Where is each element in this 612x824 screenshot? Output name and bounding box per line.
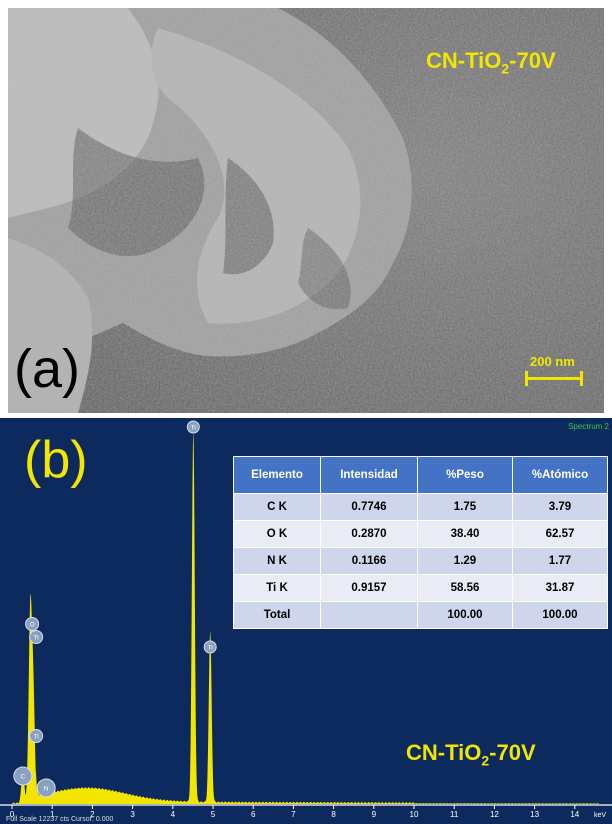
x-tick-label: 6 xyxy=(251,810,256,819)
peak-marker xyxy=(13,766,33,786)
table-cell: 1.77 xyxy=(512,547,608,575)
table-cell: Ti K xyxy=(233,574,321,602)
peak-marker xyxy=(25,617,40,631)
sample-label-b: CN-TiO2-70V xyxy=(406,740,536,769)
x-tick-label: 3 xyxy=(130,810,135,819)
table-cell: 0.7746 xyxy=(320,493,418,521)
x-tick-label: 9 xyxy=(372,810,377,819)
table-cell: 1.29 xyxy=(417,547,513,575)
sem-micrograph xyxy=(8,8,604,413)
sem-image-panel: CN-TiO2-70V (a) 200 nm xyxy=(8,8,604,413)
table-cell: O K xyxy=(233,520,321,548)
table-cell: 1.75 xyxy=(417,493,513,521)
x-tick-label: 13 xyxy=(530,810,539,819)
table-header: %Atómico xyxy=(512,456,608,494)
table-cell: 38.40 xyxy=(417,520,513,548)
peak-marker xyxy=(29,729,44,743)
peak-label: Ti xyxy=(34,635,39,642)
table-header: Intensidad xyxy=(320,456,418,494)
scale-bar-label: 200 nm xyxy=(530,354,575,369)
table-row: Ti K 0.9157 58.56 31.87 xyxy=(233,574,608,602)
table-cell: C K xyxy=(233,493,321,521)
scale-bar xyxy=(525,371,583,386)
table-cell: 0.1166 xyxy=(320,547,418,575)
panel-letter-b: (b) xyxy=(24,431,88,489)
peak-label: C xyxy=(21,774,26,781)
table-header: Elemento xyxy=(233,456,321,494)
peak-label: Ti xyxy=(191,425,196,432)
x-tick-label: 12 xyxy=(490,810,499,819)
peak-marker xyxy=(186,420,200,434)
table-cell: 62.57 xyxy=(512,520,608,548)
x-tick-label: 5 xyxy=(211,810,216,819)
table-header-row: Elemento Intensidad %Peso %Atómico xyxy=(233,456,608,494)
table-row: N K 0.1166 1.29 1.77 xyxy=(233,547,608,575)
peak-marker xyxy=(203,640,217,654)
x-tick-label: 8 xyxy=(331,810,336,819)
x-tick-label: 2 xyxy=(90,810,95,819)
table-cell: 100.00 xyxy=(512,601,608,629)
eds-spectrum-panel: 0 1 2 3 4 5 6 7 8 9 10 11 12 13 14 keV Ti Ti O Ti Ti C N (b) S… xyxy=(0,418,612,824)
x-axis-unit: keV xyxy=(594,812,606,819)
table-cell: 0.2870 xyxy=(320,520,418,548)
table-cell: 100.00 xyxy=(417,601,513,629)
x-tick-label: 4 xyxy=(171,810,176,819)
peak-label: Ti xyxy=(34,734,39,741)
peak-label: O xyxy=(30,622,35,629)
table-header: %Peso xyxy=(417,456,513,494)
table-cell xyxy=(320,601,418,629)
panel-letter-a: (a) xyxy=(14,339,80,399)
spectrum-footer: Full Scale 12237 cts Cursor: 0.000 xyxy=(6,816,114,823)
x-tick-label: 11 xyxy=(450,810,459,819)
table-cell: 3.79 xyxy=(512,493,608,521)
peak-marker xyxy=(36,778,56,798)
table-cell: N K xyxy=(233,547,321,575)
table-cell: 0.9157 xyxy=(320,574,418,602)
x-tick-label: 10 xyxy=(410,810,419,819)
table-cell: 31.87 xyxy=(512,574,608,602)
peak-marker xyxy=(29,630,44,644)
table-cell: Total xyxy=(233,601,321,629)
table-cell: 58.56 xyxy=(417,574,513,602)
eds-composition-table: Elemento Intensidad %Peso %Atómico C K 0… xyxy=(233,456,608,629)
table-row: Total 100.00 100.00 xyxy=(233,601,608,629)
sample-label-a: CN-TiO2-70V xyxy=(426,48,556,77)
x-tick-label: 0 xyxy=(10,810,15,819)
peak-label: Ti xyxy=(208,645,213,652)
x-tick-label: 14 xyxy=(570,810,579,819)
spectrum-title: Spectrum 2 xyxy=(568,422,609,431)
x-tick-label: 1 xyxy=(50,810,55,819)
table-row: O K 0.2870 38.40 62.57 xyxy=(233,520,608,548)
table-row: C K 0.7746 1.75 3.79 xyxy=(233,493,608,521)
peak-label: N xyxy=(44,786,49,793)
x-tick-label: 7 xyxy=(291,810,296,819)
